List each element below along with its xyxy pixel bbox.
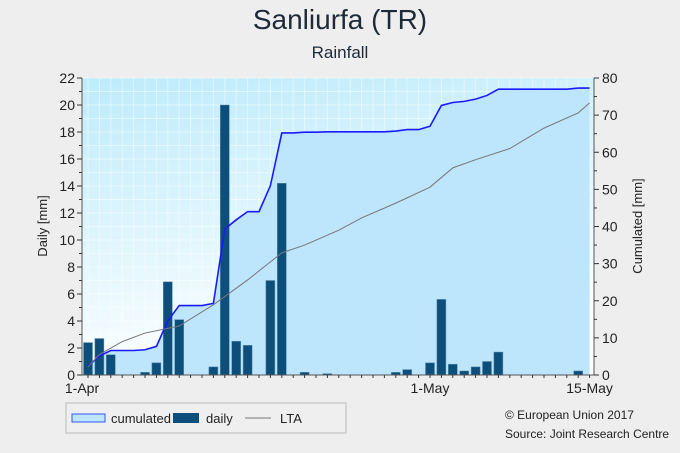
legend-daily-swatch [173, 413, 199, 423]
y2-tick-label: 60 [602, 144, 618, 160]
source-text: Source: Joint Research Centre [505, 427, 669, 441]
daily-bar [106, 354, 116, 376]
y-tick-label: 2 [67, 340, 75, 356]
daily-bar [83, 342, 93, 376]
lta-line [87, 102, 590, 368]
daily-bar [231, 341, 241, 376]
y-tick-label: 8 [67, 259, 75, 275]
y-tick-label: 4 [67, 313, 75, 329]
daily-bar [151, 362, 162, 376]
daily-bar [402, 369, 412, 376]
y2-tick-label: 40 [602, 219, 618, 235]
daily-bar [482, 361, 492, 376]
daily-bar [493, 351, 504, 376]
y-tick-label: 20 [59, 97, 75, 113]
daily-bar [573, 370, 583, 376]
x-tick-label: 1-May [411, 380, 450, 396]
copyright-text: © European Union 2017 [505, 408, 634, 422]
legend-daily-label: daily [206, 411, 233, 426]
y2-tick-label: 80 [602, 70, 618, 86]
lines [87, 87, 590, 368]
y2-tick-label: 70 [602, 107, 618, 123]
legend-lta-label: LTA [280, 411, 302, 426]
x-tick-label: 1-Apr [65, 380, 100, 396]
y-tick-label: 22 [59, 70, 75, 86]
legend-cumulated-label: cumulated [111, 411, 171, 426]
daily-bar [277, 183, 287, 376]
daily-bar [448, 363, 458, 376]
legend: cumulated daily LTA [65, 402, 347, 434]
daily-bar [436, 299, 447, 376]
daily-bar [208, 366, 219, 376]
y-tick-label: 12 [59, 205, 75, 221]
cumulated-area-fill [88, 88, 590, 376]
chart-subtitle: Rainfall [312, 43, 369, 62]
daily-bar [265, 280, 276, 376]
y2-tick-label: 20 [602, 293, 618, 309]
y2-tick-label: 0 [602, 367, 610, 383]
daily-bar [470, 366, 481, 376]
y-tick-label: 14 [59, 178, 75, 194]
daily-bar [220, 104, 230, 376]
y-axis-label: Daily [mm] [35, 195, 50, 256]
daily-bar [174, 319, 184, 376]
y-tick-label: 18 [59, 124, 75, 140]
axes: 0 2 4 6 8 10 12 14 16 18 20 22 0 10 20 30 40 50 60 70 80 1-Ap… [59, 70, 617, 396]
x-tick-label: 15-May [566, 380, 613, 396]
y2-tick-label: 50 [602, 181, 618, 197]
y2-tick-label: 10 [602, 330, 618, 346]
y2-axis-label: Cumulated [mm] [630, 178, 645, 273]
daily-bar [242, 345, 253, 376]
legend-cumulated-swatch [71, 413, 106, 423]
cumulated-line [87, 87, 590, 367]
y-tick-label: 16 [59, 151, 75, 167]
chart-title: Sanliurfa (TR) [253, 4, 427, 35]
y2-tick-label: 30 [602, 256, 618, 272]
daily-bar [425, 362, 435, 376]
cumulated-area [88, 88, 590, 376]
y-tick-label: 6 [67, 286, 75, 302]
y-tick-label: 0 [67, 367, 75, 383]
daily-bar [459, 370, 469, 376]
y-tick-label: 10 [59, 232, 75, 248]
